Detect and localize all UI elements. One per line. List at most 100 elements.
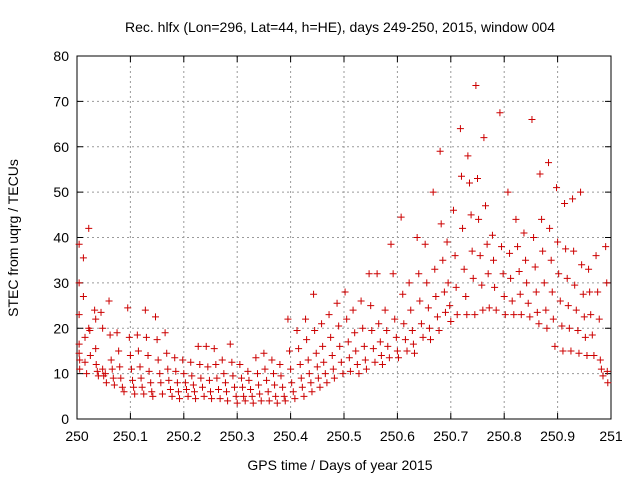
data-point <box>129 376 137 384</box>
data-point <box>325 311 333 319</box>
data-point <box>221 379 229 387</box>
data-point <box>433 313 441 321</box>
x-tick-label: 250 <box>65 428 89 444</box>
data-point <box>488 231 496 239</box>
data-point <box>345 354 353 362</box>
data-point <box>570 247 578 255</box>
data-point <box>223 388 231 396</box>
data-point <box>581 333 589 341</box>
data-point <box>416 297 424 305</box>
data-point <box>559 347 567 355</box>
data-point <box>76 365 84 373</box>
data-point <box>409 340 417 348</box>
data-point <box>339 370 347 378</box>
data-point <box>179 356 187 364</box>
data-point <box>553 184 561 192</box>
data-point <box>437 220 445 228</box>
data-point <box>252 354 260 362</box>
data-point <box>586 288 594 296</box>
y-tick-label: 0 <box>61 411 69 427</box>
data-point <box>394 354 402 362</box>
data-point <box>319 342 327 350</box>
data-point <box>383 327 391 335</box>
data-point <box>555 270 563 278</box>
y-tick-labels: 0 10 20 30 40 50 60 70 80 <box>53 48 69 427</box>
x-tick-label: 250.9 <box>540 428 575 444</box>
data-point <box>190 388 198 396</box>
data-point <box>241 397 249 405</box>
data-point <box>101 370 109 378</box>
data-point <box>130 383 138 391</box>
data-points <box>75 81 612 407</box>
data-point <box>532 288 540 296</box>
data-point <box>355 370 363 378</box>
data-point <box>543 324 551 332</box>
data-point <box>99 365 107 373</box>
data-point <box>76 356 84 364</box>
data-point <box>506 249 514 257</box>
data-point <box>336 342 344 350</box>
data-point <box>161 329 169 337</box>
data-point <box>595 315 603 323</box>
data-point <box>480 134 488 142</box>
data-point <box>446 302 454 310</box>
data-point <box>328 351 336 359</box>
data-point <box>565 324 573 332</box>
data-point <box>79 292 87 300</box>
data-point <box>368 327 376 335</box>
data-point <box>385 354 393 362</box>
data-point <box>351 329 359 337</box>
data-point <box>462 292 470 300</box>
data-point <box>124 304 132 312</box>
data-point <box>603 367 611 375</box>
data-point <box>359 324 367 332</box>
data-point <box>272 392 280 400</box>
data-point <box>539 247 547 255</box>
data-point <box>240 392 248 400</box>
data-point <box>510 311 518 319</box>
data-point <box>389 270 397 278</box>
y-tick-label: 70 <box>53 93 69 109</box>
data-point <box>249 399 257 407</box>
x-tick-label: 251 <box>599 428 623 444</box>
data-point <box>387 240 395 248</box>
data-point <box>286 347 294 355</box>
data-point <box>200 392 208 400</box>
data-point <box>504 188 512 196</box>
data-point <box>483 240 491 248</box>
data-point <box>81 358 89 366</box>
data-point <box>432 292 440 300</box>
data-point <box>184 392 192 400</box>
data-point <box>548 288 556 296</box>
data-point <box>419 333 427 341</box>
data-point <box>75 240 83 248</box>
data-point <box>284 315 292 323</box>
data-point <box>596 356 604 364</box>
data-point <box>329 365 337 373</box>
data-point <box>192 395 200 403</box>
data-point <box>182 386 190 394</box>
data-point <box>603 279 611 287</box>
data-point <box>538 215 546 223</box>
data-point <box>117 374 125 382</box>
data-point <box>531 263 539 271</box>
data-point <box>533 308 541 316</box>
data-point <box>145 367 153 375</box>
data-point <box>280 392 288 400</box>
data-point <box>116 363 124 371</box>
data-point <box>224 397 232 405</box>
data-point <box>257 397 265 405</box>
data-point <box>361 356 369 364</box>
data-point <box>318 320 326 328</box>
data-point <box>92 361 100 369</box>
data-point <box>572 306 580 314</box>
data-point <box>303 336 311 344</box>
data-point <box>377 351 385 359</box>
data-point <box>255 381 263 389</box>
data-point <box>176 395 184 403</box>
data-point <box>236 361 244 369</box>
data-point <box>205 376 213 384</box>
x-axis-label: GPS time / Days of year 2015 <box>247 457 432 473</box>
data-point <box>357 297 365 305</box>
